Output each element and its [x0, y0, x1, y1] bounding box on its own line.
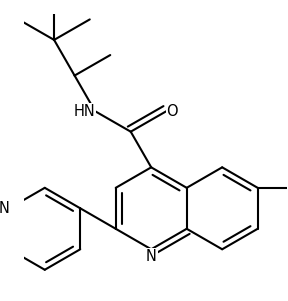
Text: O: O [166, 104, 178, 119]
Text: N: N [0, 201, 9, 216]
Text: N: N [146, 249, 157, 264]
Text: HN: HN [73, 104, 95, 119]
